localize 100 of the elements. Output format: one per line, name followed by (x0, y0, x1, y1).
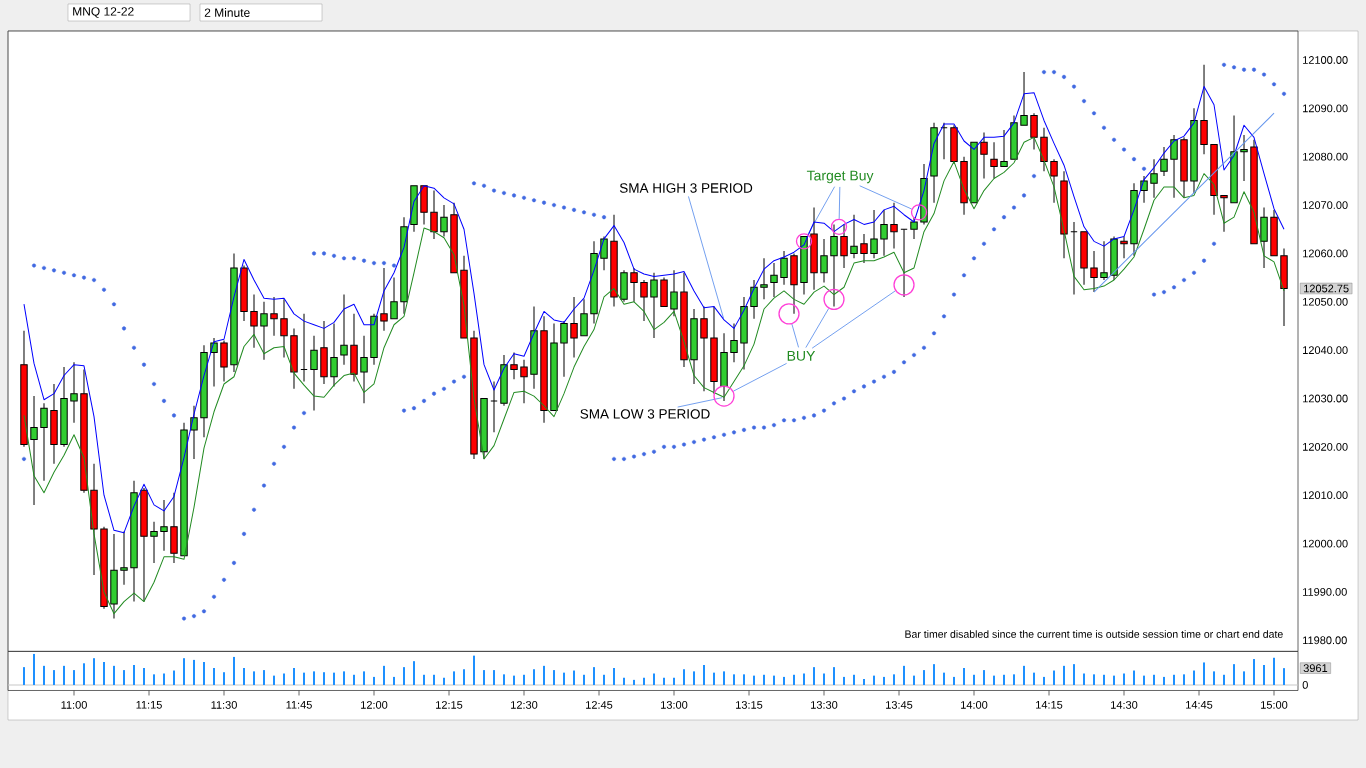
point (823, 288, 845, 311)
candlestick (1100, 240, 1108, 281)
bar (43, 665, 45, 685)
bar (663, 677, 666, 685)
x-tick-label: 11:00 (61, 701, 87, 709)
candlestick (750, 279, 758, 320)
candlestick (820, 238, 828, 283)
bar (153, 674, 156, 685)
bar (322, 672, 325, 685)
candlestick (520, 359, 528, 404)
candlestick (380, 267, 388, 332)
candlestick (730, 323, 738, 363)
bar (973, 674, 976, 685)
candlestick (990, 141, 998, 179)
y-tick-label: 12040.00 (1303, 346, 1348, 355)
candlestick (1040, 127, 1048, 172)
point (910, 204, 928, 221)
bar (1103, 674, 1105, 685)
bar (743, 674, 745, 685)
candlestick (340, 294, 348, 366)
candlestick (120, 530, 128, 586)
bar (813, 667, 816, 685)
candlestick (760, 257, 768, 300)
bar (223, 672, 225, 685)
bar (373, 676, 376, 685)
candlestick (50, 383, 58, 465)
bar (1123, 673, 1126, 685)
candlestick (680, 272, 688, 368)
x-tick-label: 14:00 (961, 701, 988, 709)
bar (1043, 676, 1045, 685)
bar (483, 670, 486, 685)
bar (493, 670, 496, 685)
bar (253, 671, 255, 685)
y-tick-label: 12020.00 (1303, 442, 1348, 451)
annotation: Target Buy (806, 170, 874, 184)
bar (103, 662, 105, 685)
candlestick (170, 492, 178, 564)
bar (1113, 675, 1116, 685)
candlestick (1190, 107, 1198, 194)
bar (943, 672, 946, 685)
bar (563, 672, 565, 685)
bar (172, 670, 175, 685)
candlestick (150, 521, 158, 564)
candlestick (610, 214, 618, 308)
candlestick (1160, 146, 1168, 177)
bar (993, 675, 996, 685)
candlestick (1060, 170, 1068, 259)
bar (593, 667, 595, 685)
bar (613, 667, 616, 685)
bar (673, 677, 676, 685)
bar (22, 667, 25, 685)
bar (893, 674, 895, 685)
bar (643, 677, 646, 685)
candlestick (160, 499, 168, 552)
candlestick (690, 308, 698, 385)
bar (213, 667, 216, 685)
candlestick (810, 206, 818, 291)
x-tick-label: 14:45 (1186, 701, 1213, 709)
candlestick (710, 306, 718, 395)
x-tick-label: 12:30 (511, 701, 538, 709)
candlestick (1240, 134, 1248, 182)
candlestick (130, 480, 138, 603)
bar (863, 679, 865, 685)
candlestick (80, 368, 88, 494)
candlestick (1110, 236, 1118, 281)
bar (1273, 657, 1276, 685)
candlestick (1120, 236, 1128, 259)
point (778, 303, 800, 325)
bar (683, 669, 685, 685)
bar (823, 673, 826, 685)
point (795, 233, 813, 250)
candlestick (960, 156, 968, 216)
y-tick-label: 12010.00 (1303, 491, 1348, 500)
bar (82, 663, 85, 685)
bar (533, 669, 535, 685)
bar (1003, 674, 1006, 685)
bar (453, 671, 456, 685)
candlestick (500, 354, 508, 407)
candlestick (870, 209, 878, 259)
x-tick-label: 11:30 (211, 701, 237, 709)
annotation: SMA LOW 3 PERIOD (580, 409, 710, 419)
candlestick (140, 487, 148, 603)
bar (783, 676, 786, 685)
candlestick (260, 301, 268, 361)
y-tick-label: 3961 (1303, 664, 1328, 673)
bar (33, 653, 36, 685)
candlestick (630, 267, 638, 303)
bar (443, 677, 445, 685)
point (713, 385, 735, 407)
candlestick (1030, 112, 1038, 150)
candlestick (840, 223, 848, 269)
candlestick (830, 223, 838, 308)
bar (603, 674, 606, 685)
x-tick-label: 15:00 (1261, 701, 1288, 709)
x-tick-label: 12:00 (361, 701, 388, 709)
bar (1253, 659, 1255, 685)
bar (923, 670, 925, 685)
point (893, 274, 915, 296)
chart-subtitle: 2 Minute (204, 8, 250, 17)
bar (1223, 674, 1225, 685)
